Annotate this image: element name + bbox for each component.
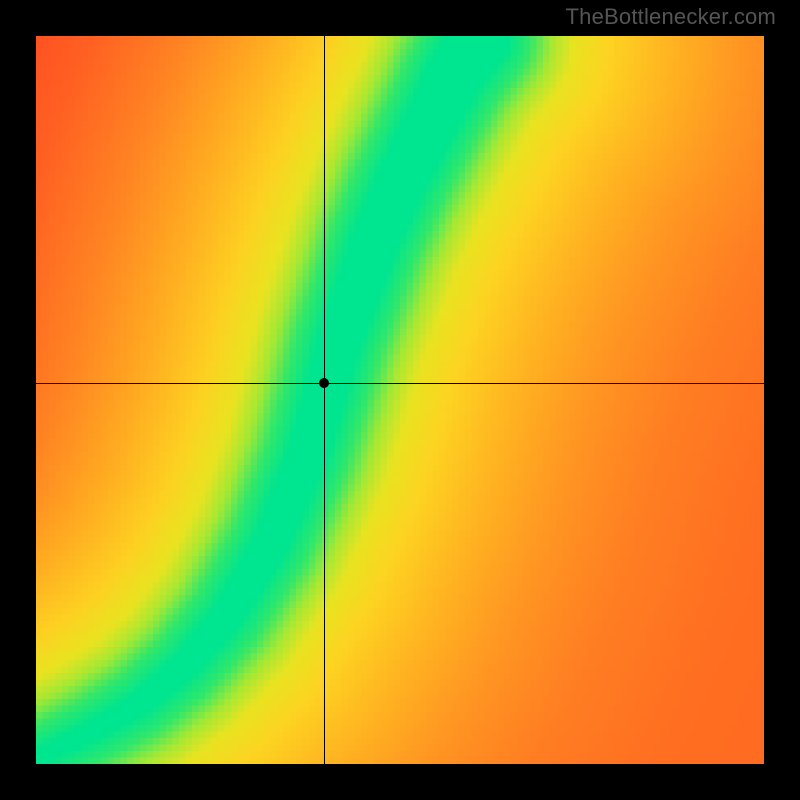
heatmap-plot bbox=[36, 36, 764, 764]
crosshair-vertical bbox=[324, 36, 325, 764]
crosshair-marker bbox=[319, 378, 329, 388]
watermark-text: TheBottlenecker.com bbox=[566, 4, 776, 30]
heatmap-canvas bbox=[36, 36, 764, 764]
crosshair-horizontal bbox=[36, 383, 764, 384]
